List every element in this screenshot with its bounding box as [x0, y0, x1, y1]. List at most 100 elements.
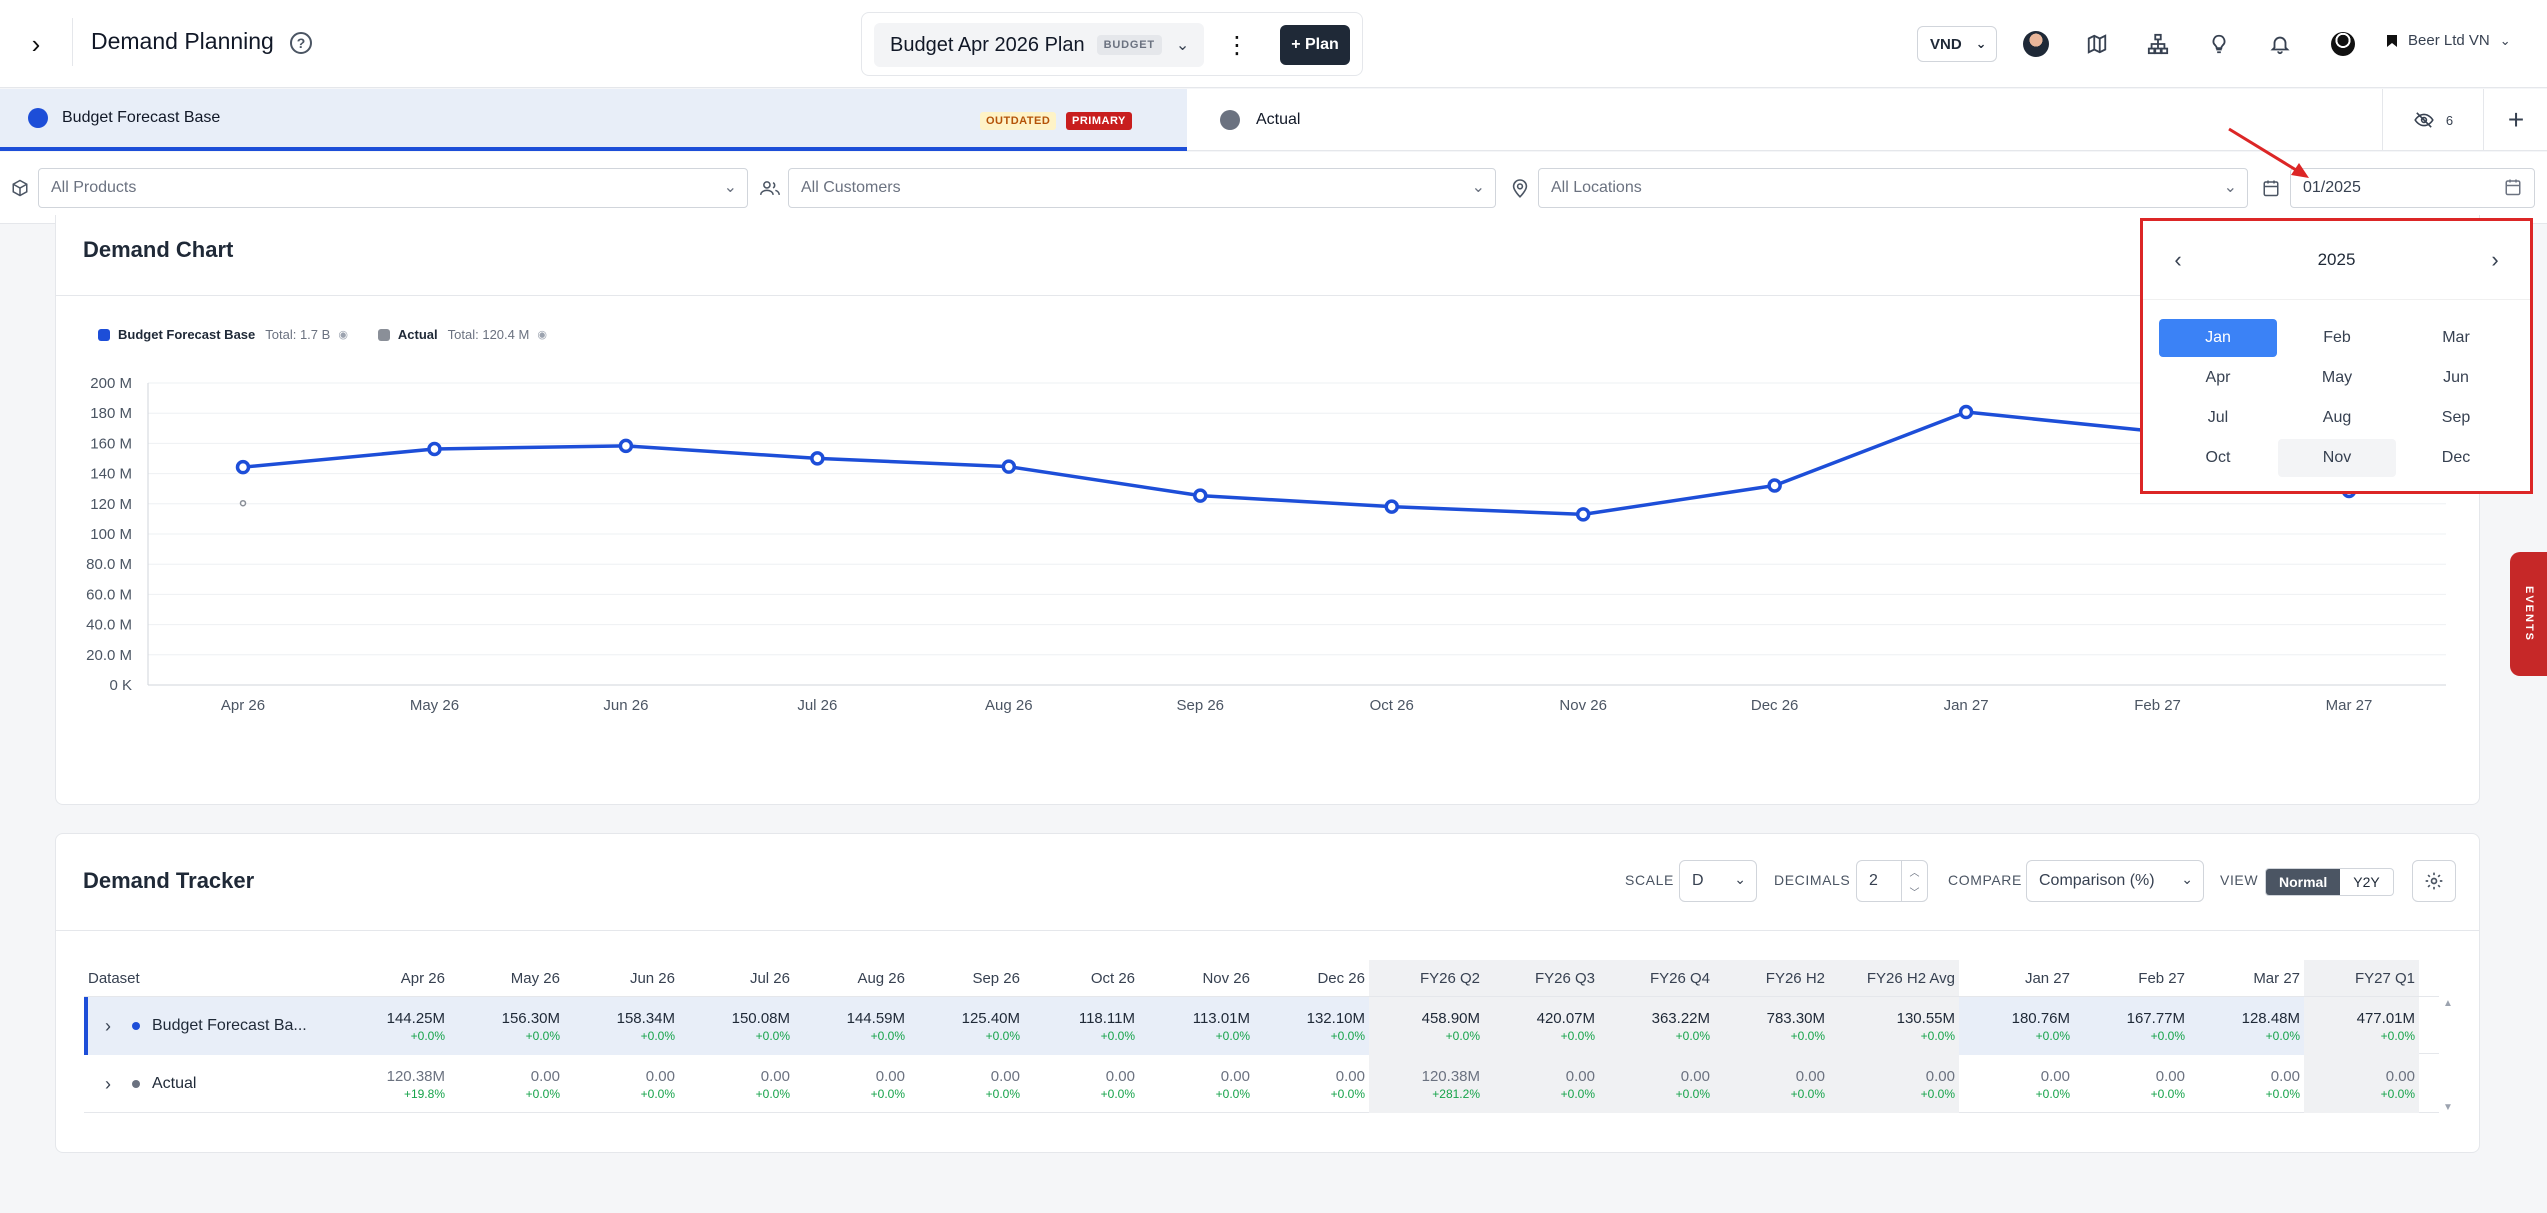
tab-budget-forecast-base[interactable]: Budget Forecast Base OUTDATED PRIMARY — [0, 89, 1187, 151]
decimals-stepper[interactable]: 2 ︿ ﹀ — [1856, 860, 1928, 902]
row-name-budget[interactable]: › Budget Forecast Ba... — [84, 997, 307, 1055]
month-option-jan[interactable]: Jan — [2159, 319, 2277, 357]
cell-percent: +281.2% — [1432, 1087, 1480, 1101]
tab-actual[interactable]: Actual — [1187, 89, 2383, 151]
locations-filter[interactable]: All Locations ⌄ — [1538, 168, 2248, 208]
currency-select[interactable]: VND ⌄ — [1917, 26, 1997, 62]
table-cell[interactable]: 156.30M +0.0% — [449, 997, 564, 1055]
table-cell[interactable]: 120.38M +281.2% — [1369, 1055, 1484, 1113]
plan-select[interactable]: Budget Apr 2026 Plan BUDGET ⌄ — [874, 23, 1204, 67]
data-point — [1958, 404, 1974, 420]
chevron-left-icon[interactable]: ‹ — [2174, 247, 2182, 272]
table-cell[interactable]: 158.34M +0.0% — [564, 997, 679, 1055]
table-cell[interactable]: 0.00 +0.0% — [564, 1055, 679, 1113]
table-cell[interactable]: 0.00 +0.0% — [449, 1055, 564, 1113]
events-tab[interactable]: EVENTS — [2510, 552, 2547, 676]
view-normal-button[interactable]: Normal — [2266, 869, 2341, 895]
table-cell[interactable]: 144.59M +0.0% — [794, 997, 909, 1055]
table-cell[interactable]: 132.10M +0.0% — [1254, 997, 1369, 1055]
table-cell[interactable]: 120.38M +19.8% — [334, 1055, 449, 1113]
table-cell[interactable]: 0.00 +0.0% — [794, 1055, 909, 1113]
month-option-jul[interactable]: Jul — [2207, 409, 2229, 426]
table-cell[interactable]: 0.00 +0.0% — [1484, 1055, 1599, 1113]
table-cell[interactable]: 125.40M +0.0% — [909, 997, 1024, 1055]
chevron-right-icon[interactable]: › — [2491, 247, 2499, 272]
table-cell[interactable]: 0.00 +0.0% — [1714, 1055, 1829, 1113]
table-cell[interactable]: 167.77M +0.0% — [2074, 997, 2189, 1055]
month-option-dec[interactable]: Dec — [2441, 449, 2471, 466]
table-cell[interactable]: 0.00 +0.0% — [2304, 1055, 2419, 1113]
cell-percent: +19.8% — [403, 1087, 445, 1101]
table-cell[interactable]: 420.07M +0.0% — [1484, 997, 1599, 1055]
chevron-right-icon[interactable]: › — [31, 28, 41, 59]
chevron-right-icon[interactable]: › — [105, 1073, 111, 1094]
eye-icon[interactable]: ◉ — [338, 329, 348, 341]
table-cell[interactable]: 0.00 +0.0% — [1599, 1055, 1714, 1113]
month-option-aug[interactable]: Aug — [2322, 409, 2352, 426]
table-cell[interactable]: 458.90M +0.0% — [1369, 997, 1484, 1055]
products-filter[interactable]: All Products ⌄ — [38, 168, 748, 208]
lightbulb-icon[interactable] — [2201, 26, 2237, 62]
table-cell[interactable]: 118.11M +0.0% — [1024, 997, 1139, 1055]
cell-value: 0.00 — [645, 1068, 675, 1085]
y-tick-label: 140 M — [90, 466, 132, 483]
cell-value: 128.48M — [2241, 1010, 2300, 1027]
month-option-may[interactable]: May — [2321, 369, 2353, 386]
table-cell[interactable]: 144.25M +0.0% — [334, 997, 449, 1055]
x-tick-label: Jul 26 — [797, 697, 837, 714]
table-cell[interactable]: 783.30M +0.0% — [1714, 997, 1829, 1055]
table-cell[interactable]: 0.00 +0.0% — [1254, 1055, 1369, 1113]
bell-icon[interactable] — [2262, 26, 2298, 62]
settings-button[interactable] — [2412, 860, 2456, 902]
table-cell[interactable]: 0.00 +0.0% — [2074, 1055, 2189, 1113]
table-cell[interactable]: 0.00 +0.0% — [1829, 1055, 1959, 1113]
help-icon[interactable]: ? — [290, 32, 312, 54]
table-cell[interactable]: 0.00 +0.0% — [679, 1055, 794, 1113]
hidden-datasets-button[interactable]: 6 — [2384, 89, 2484, 151]
month-option-jun[interactable]: Jun — [2443, 369, 2469, 386]
scroll-down-icon[interactable]: ▼ — [2443, 1102, 2453, 1113]
table-cell[interactable]: 363.22M +0.0% — [1599, 997, 1714, 1055]
table-cell[interactable]: 128.48M +0.0% — [2189, 997, 2304, 1055]
table-cell[interactable]: 130.55M +0.0% — [1829, 997, 1959, 1055]
month-option-sep[interactable]: Sep — [2441, 409, 2471, 426]
table-cell[interactable]: 113.01M +0.0% — [1139, 997, 1254, 1055]
map-icon[interactable] — [2079, 26, 2115, 62]
compare-select[interactable]: Comparison (%) ⌄ — [2026, 860, 2204, 902]
hierarchy-icon[interactable] — [2140, 26, 2176, 62]
table-cell[interactable]: 0.00 +0.0% — [1024, 1055, 1139, 1113]
month-option-nov[interactable]: Nov — [2278, 439, 2396, 477]
add-plan-button[interactable]: + Plan — [1280, 25, 1350, 65]
eye-icon[interactable]: ◉ — [537, 329, 547, 341]
legend-item-actual[interactable]: Actual Total: 120.4 M ◉ — [377, 327, 547, 342]
scroll-up-icon[interactable]: ▲ — [2443, 998, 2453, 1009]
table-cell[interactable]: 0.00 +0.0% — [2189, 1055, 2304, 1113]
table-cell[interactable]: 150.08M +0.0% — [679, 997, 794, 1055]
dataset-color-dot — [1220, 110, 1240, 130]
legend-item-budget[interactable]: Budget Forecast Base Total: 1.7 B ◉ — [98, 327, 348, 342]
table-cell[interactable]: 180.76M +0.0% — [1959, 997, 2074, 1055]
user-avatar-button[interactable] — [2018, 26, 2054, 62]
stepper-arrows[interactable]: ︿ ﹀ — [1901, 861, 1927, 901]
month-option-apr[interactable]: Apr — [2205, 369, 2231, 386]
table-cell[interactable]: 0.00 +0.0% — [1959, 1055, 2074, 1113]
chevron-up-icon[interactable]: ︿ — [1909, 867, 1920, 879]
more-options-icon[interactable]: ⋮ — [1225, 31, 1249, 59]
row-name-actual[interactable]: › Actual — [84, 1055, 196, 1113]
account-icon[interactable] — [2325, 26, 2361, 62]
date-input[interactable]: 01/2025 — [2290, 168, 2535, 208]
month-option-mar[interactable]: Mar — [2442, 329, 2470, 346]
month-option-feb[interactable]: Feb — [2323, 329, 2351, 346]
table-cell[interactable]: 0.00 +0.0% — [1139, 1055, 1254, 1113]
month-option-oct[interactable]: Oct — [2205, 449, 2231, 466]
chevron-right-icon[interactable]: › — [105, 1015, 111, 1036]
add-dataset-button[interactable]: + — [2507, 104, 2525, 135]
company-select[interactable]: Beer Ltd VN ⌄ — [2386, 32, 2511, 49]
chevron-down-icon[interactable]: ﹀ — [1909, 887, 1920, 899]
cell-value: 0.00 — [530, 1068, 560, 1085]
customers-filter[interactable]: All Customers ⌄ — [788, 168, 1496, 208]
view-y2y-button[interactable]: Y2Y — [2353, 874, 2380, 890]
scale-select[interactable]: D ⌄ — [1679, 860, 1757, 902]
table-cell[interactable]: 0.00 +0.0% — [909, 1055, 1024, 1113]
table-cell[interactable]: 477.01M +0.0% — [2304, 997, 2419, 1055]
